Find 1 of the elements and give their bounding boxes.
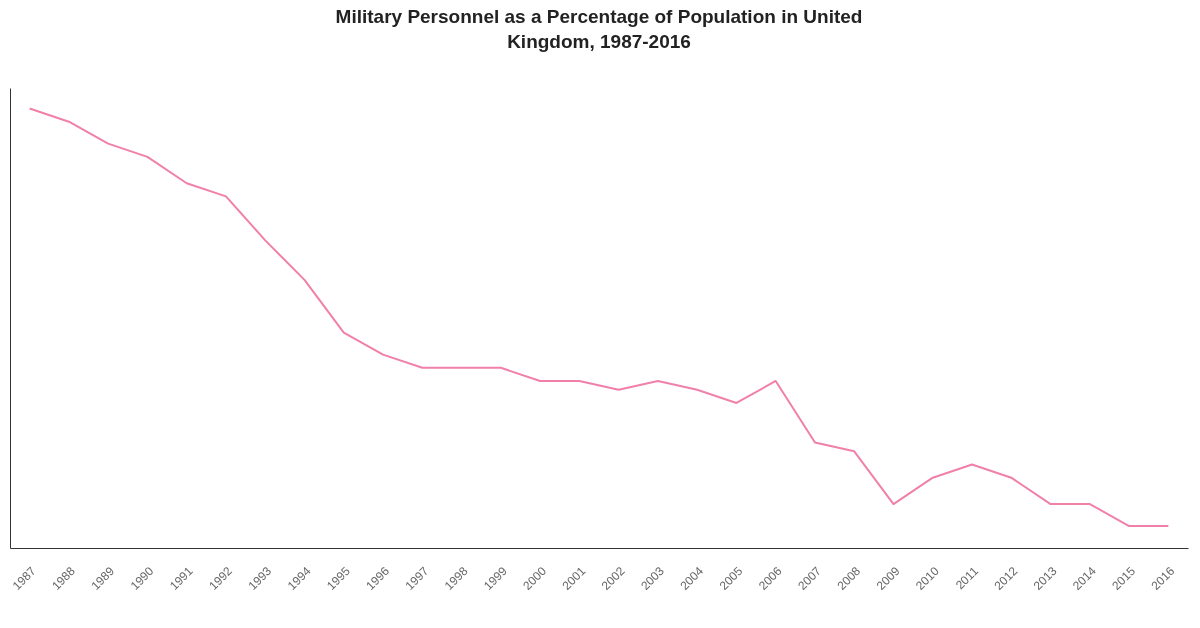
chart-title: Military Personnel as a Percentage of Population in United Kingdom, 1987-2016	[335, 6, 863, 52]
